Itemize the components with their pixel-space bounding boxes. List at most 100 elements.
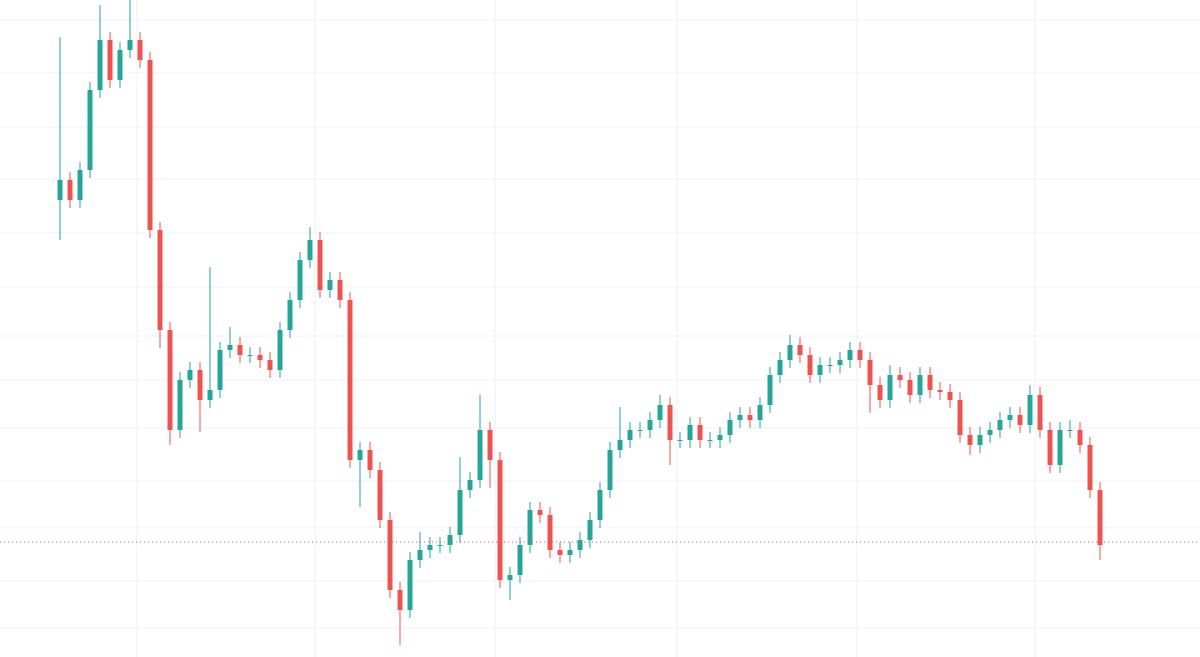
candle-body [717,435,723,440]
candle-body [517,545,523,575]
candle-body [227,345,233,350]
candle-body [1077,430,1083,445]
candle-body [357,450,363,460]
candle-body [667,405,673,440]
candle-body [437,545,443,546]
candle-body [57,180,63,200]
candle-body [467,480,473,490]
candle-body [207,390,213,400]
candle-body [587,520,593,540]
candle-body [567,550,573,555]
candle-body [347,300,353,460]
candle-body [507,575,513,580]
candle-body [737,415,743,420]
candle-body [527,510,533,545]
candle-body [697,425,703,440]
candle-body [277,330,283,370]
candle-body [387,520,393,590]
candle-body [637,430,643,431]
candle-body [947,392,953,400]
candle-body [807,355,813,375]
candle-body [957,400,963,435]
candle-body [267,360,273,370]
candle-body [757,405,763,420]
candle-body [327,280,333,290]
candle-body [377,470,383,520]
candle-body [997,420,1003,430]
candle-body [1097,490,1103,545]
candle-body [187,370,193,380]
candle-body [1007,415,1013,420]
candle-body [317,240,323,290]
candle-body [817,365,823,375]
candle-body [867,360,873,385]
candle-body [847,350,853,360]
candle-body [77,170,83,200]
candle-body [367,450,373,470]
candle-body [1087,445,1093,490]
candle-body [767,375,773,405]
candle-body [987,430,993,435]
candle-body [577,540,583,550]
candle-body [107,40,113,80]
candle-body [1037,395,1043,430]
candle-body [97,40,103,90]
candle-body [477,430,483,480]
candle-body [677,440,683,441]
candle-body [617,440,623,450]
candle-body [827,365,833,366]
candle-body [1027,395,1033,425]
candle-body [307,240,313,260]
candle-body [607,450,613,490]
candle-body [537,510,543,515]
candle-body [557,550,563,555]
candle-body [927,375,933,390]
candle-body [457,490,463,535]
candle-body [887,375,893,400]
candle-body [877,385,883,400]
candle-body [67,180,73,200]
candle-body [117,50,123,80]
candle-body [597,490,603,520]
candle-body [287,300,293,330]
candle-body [857,350,863,360]
candle-body [547,515,553,550]
candle-body [1017,415,1023,425]
candle-body [427,545,433,550]
candle-body [127,40,133,50]
candle-body [217,350,223,390]
candle-body [657,405,663,420]
candle-body [497,460,503,580]
candle-body [977,435,983,445]
candle-body [967,435,973,445]
candle-body [397,590,403,610]
candle-body [447,535,453,545]
candle-body [247,355,253,356]
candle-body [257,355,263,360]
candle-body [937,390,943,392]
candle-body [897,375,903,380]
candle-body [407,560,413,610]
candle-body [1067,430,1073,431]
candle-body [1047,430,1053,465]
candle-body [337,280,343,300]
candle-body [237,345,243,355]
candle-body [177,380,183,430]
candle-body [687,425,693,440]
candle-body [297,260,303,300]
candle-body [627,430,633,440]
candle-body [487,430,493,460]
candle-body [917,375,923,395]
candle-body [137,40,143,60]
candle-body [787,345,793,360]
candle-body [837,360,843,365]
candle-body [707,440,713,441]
candle-body [197,370,203,400]
candle-body [907,380,913,395]
candle-body [417,550,423,560]
candle-body [727,420,733,435]
candle-body [797,345,803,355]
candle-body [157,230,163,330]
candle-body [747,415,753,420]
